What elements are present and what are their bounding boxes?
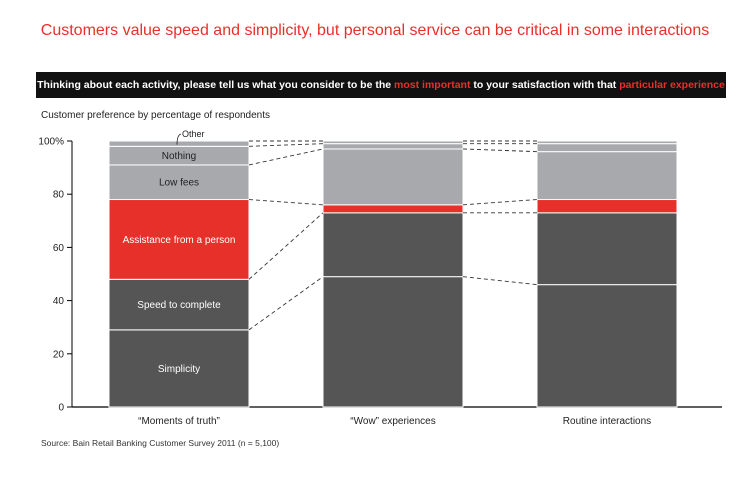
connector-line	[248, 276, 324, 331]
bar-segment-assistance-from-a-person	[536, 199, 678, 214]
segment-label-speed-to-complete: Speed to complete	[137, 300, 221, 311]
bar-segment-speed-to-complete	[108, 278, 250, 331]
chart-title: Customers value speed and simplicity, bu…	[40, 22, 710, 39]
y-tick-label: 80	[53, 190, 65, 201]
question-banner: Thinking about each activity, please tel…	[36, 72, 726, 98]
connector-line	[248, 148, 324, 166]
y-tick-label: 40	[53, 296, 65, 307]
bar-segment-other	[322, 140, 464, 145]
segment-label-low-fees: Low fees	[159, 178, 199, 189]
connector-line	[248, 212, 324, 280]
bar-segment-simplicity	[108, 329, 250, 408]
banner-text-2: to your satisfaction with that	[470, 79, 620, 91]
source-note: Source: Bain Retail Banking Customer Sur…	[41, 438, 280, 448]
connector-line	[248, 199, 324, 206]
bar-segment-speed-to-complete	[536, 212, 678, 286]
bar-segment-other	[108, 140, 250, 147]
banner-highlight-2: particular experience	[619, 79, 725, 91]
segment-label-other: Other	[182, 129, 205, 139]
connector-line	[462, 276, 538, 286]
chart-subtitle: Customer preference by percentage of res…	[41, 110, 271, 121]
bar-segment-simplicity	[536, 284, 678, 408]
connector-line	[462, 199, 538, 206]
x-tick-label: “Moments of truth”	[138, 416, 220, 427]
bar-segment-nothing	[536, 143, 678, 153]
y-tick-label: 0	[58, 403, 64, 414]
segment-label-nothing: Nothing	[162, 151, 196, 162]
segment-label-assistance-from-a-person: Assistance from a person	[123, 235, 236, 246]
bar-segment-simplicity	[322, 276, 464, 408]
x-tick-label: Routine interactions	[563, 416, 651, 427]
other-leader-line	[176, 133, 182, 145]
connector-line	[462, 148, 538, 153]
banner-highlight-1: most important	[394, 79, 471, 91]
y-tick-label: 100%	[38, 137, 64, 148]
bar-segment-other	[536, 140, 678, 145]
bar-segment-low-fees	[322, 148, 464, 206]
connector-line	[248, 143, 324, 147]
bar-segment-speed-to-complete	[322, 212, 464, 278]
segment-label-simplicity: Simplicity	[158, 364, 200, 375]
bar-segment-assistance-from-a-person	[322, 204, 464, 214]
bar-segment-nothing	[322, 143, 464, 150]
bar-segment-assistance-from-a-person	[108, 199, 250, 280]
bar-segment-low-fees	[536, 151, 678, 201]
y-tick-label: 20	[53, 349, 65, 360]
x-tick-label: “Wow” experiences	[350, 416, 435, 427]
banner-text-1: Thinking about each activity, please tel…	[37, 79, 395, 91]
y-tick-label: 60	[53, 243, 65, 254]
